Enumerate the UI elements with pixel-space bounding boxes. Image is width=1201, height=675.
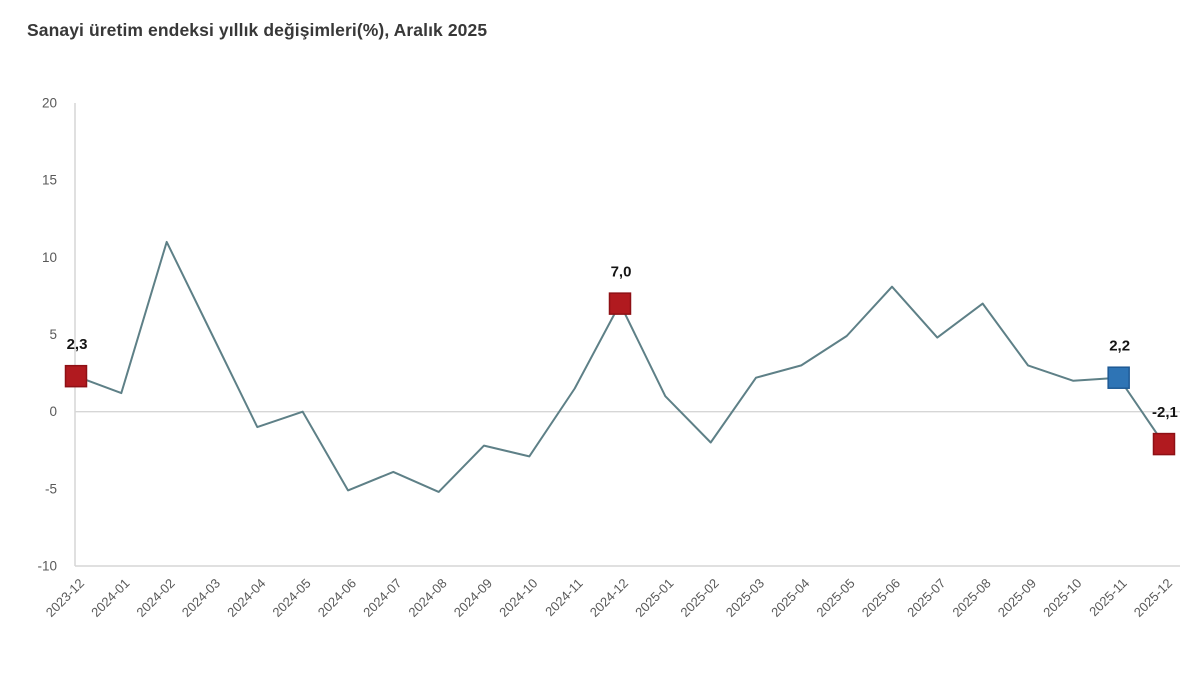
x-tick-label: 2025-06 [859,576,903,620]
value-label-2024-12: 7,0 [611,264,632,281]
x-tick-label: 2025-12 [1131,576,1175,620]
x-tick-label: 2024-02 [133,576,177,620]
x-tick-label: 2024-10 [496,576,540,620]
marker-2025-11 [1107,366,1130,389]
x-tick-label: 2023-12 [43,576,87,620]
y-tick-label: 20 [42,96,57,111]
x-tick-label: 2024-05 [269,576,313,620]
value-label-2023-12: 2,3 [67,336,88,353]
x-tick-label: 2024-09 [451,576,495,620]
y-axis-ticks: 20 15 10 5 0 -5 -10 [37,96,57,574]
marker-2024-12 [608,292,632,315]
x-tick-label: 2024-08 [405,576,449,620]
x-tick-label: 2025-10 [1040,576,1084,620]
x-tick-label: 2025-03 [723,576,767,620]
marker-2025-12 [1152,432,1176,456]
axis-lines [74,103,1180,567]
x-tick-label: 2024-03 [179,576,223,620]
x-tick-label: 2025-01 [632,576,676,620]
y-tick-label: -5 [45,481,57,496]
x-tick-label: 2024-11 [542,576,586,620]
x-tick-label: 2025-05 [813,576,857,620]
x-tick-label: 2025-08 [949,576,993,620]
x-tick-label: 2025-04 [768,576,812,620]
x-tick-label: 2025-07 [904,576,948,620]
x-tick-label: 2024-04 [224,576,268,620]
value-label-2025-11: 2,2 [1109,338,1130,355]
chart-title: Sanayi üretim endeksi yıllık değişimleri… [27,20,488,40]
point-markers [64,292,1176,456]
marker-2023-12 [64,364,88,388]
point-labels: 2,3 7,0 2,2 -2,1 [67,264,1178,421]
y-tick-label: 15 [42,173,57,188]
x-tick-label: 2024-12 [587,576,631,620]
x-tick-label: 2024-07 [360,576,404,620]
x-tick-label: 2025-11 [1086,576,1130,620]
x-tick-label: 2024-06 [315,576,359,620]
x-tick-label: 2025-02 [677,576,721,620]
y-tick-label: 5 [49,327,57,342]
y-tick-label: 10 [42,250,57,265]
x-tick-label: 2024-01 [88,576,132,620]
y-tick-label: -10 [37,559,57,574]
x-axis-labels: 2023-12 2024-01 2024-02 2024-03 2024-04 2024-… [43,576,1175,620]
value-label-2025-12: -2,1 [1152,404,1178,421]
y-tick-label: 0 [49,404,57,419]
x-tick-label: 2025-09 [995,576,1039,620]
